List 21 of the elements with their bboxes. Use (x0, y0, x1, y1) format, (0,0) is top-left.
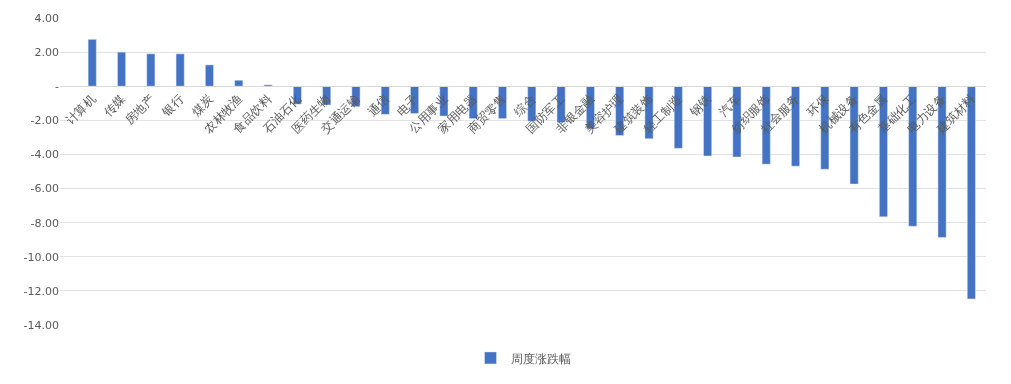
x-tick-label: 通信 (364, 92, 392, 119)
bar (234, 80, 244, 87)
y-tick-label: -2.00 (30, 114, 59, 128)
bar (175, 53, 185, 87)
bar (87, 39, 97, 87)
y-tick-label: 2.00 (34, 45, 59, 59)
x-tick-label: 银行 (158, 92, 187, 120)
x-tick-label: 钢铁 (686, 92, 714, 120)
bar (205, 64, 214, 87)
x-tick-label: 计算机 (63, 92, 99, 128)
y-tick-label: 4.00 (34, 11, 59, 25)
y-tick-label: - (55, 80, 60, 94)
bar (117, 51, 126, 87)
y-tick-label: -6.00 (30, 182, 59, 196)
y-tick-label: -10.00 (23, 250, 59, 264)
y-tick-label: -14.00 (23, 318, 59, 332)
y-tick-label: -12.00 (23, 284, 59, 298)
y-tick-label: -4.00 (30, 148, 59, 162)
legend-label: 周度涨跌幅 (510, 351, 571, 366)
bar (146, 53, 156, 87)
y-tick-label: -8.00 (30, 216, 59, 230)
